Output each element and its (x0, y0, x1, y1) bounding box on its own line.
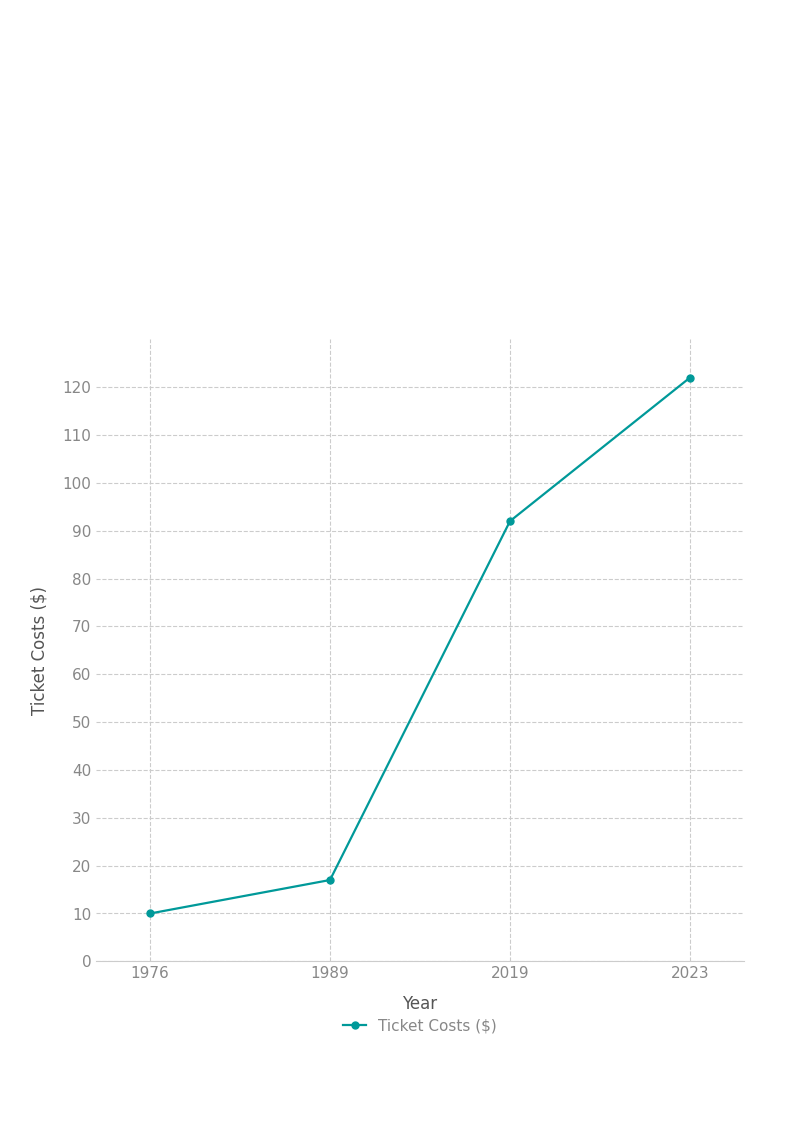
Line: Ticket Costs ($): Ticket Costs ($) (146, 374, 694, 917)
Ticket Costs ($) (685, 371, 694, 385)
Ticket Costs ($) (506, 515, 515, 528)
Ticket Costs ($) (146, 907, 155, 921)
Legend: Ticket Costs ($): Ticket Costs ($) (337, 1012, 503, 1039)
Y-axis label: Ticket Costs ($): Ticket Costs ($) (30, 586, 48, 715)
X-axis label: Year: Year (402, 995, 438, 1013)
Ticket Costs ($) (325, 873, 335, 887)
